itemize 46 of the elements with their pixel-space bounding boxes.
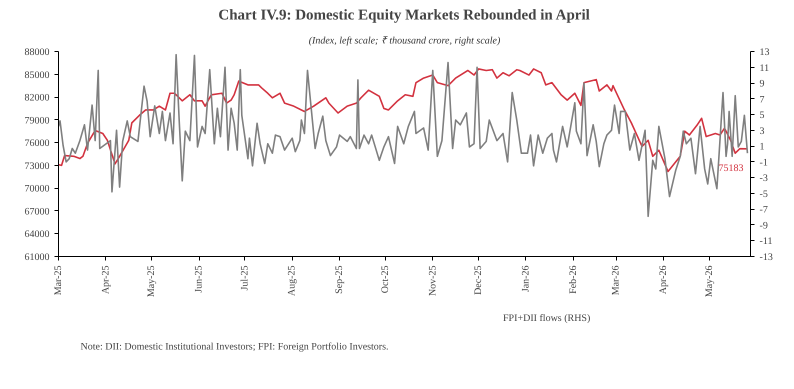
x-tick-label: Feb-26 — [568, 265, 579, 294]
y2-tick-label: 9 — [760, 78, 764, 90]
y-tick-label: 88000 — [24, 47, 50, 58]
y2-tick-label: 1 — [760, 142, 764, 153]
y2-tick-label: -3 — [760, 173, 768, 184]
y2-tick-label: -9 — [760, 220, 768, 232]
chart-title: Chart IV.9: Domestic Equity Markets Rebounded in April — [218, 8, 590, 24]
x-tick-label: Mar-26 — [610, 265, 622, 296]
x-tick-label: May-26 — [704, 265, 715, 298]
y-tick-label: 73000 — [24, 160, 50, 172]
y2-tick-label: 7 — [760, 94, 764, 106]
x-tick-label: Aug-25 — [286, 265, 298, 296]
x-tick-label: Mar-25 — [53, 265, 64, 296]
line-series — [58, 68, 748, 172]
x-tick-label: Jun-25 — [194, 265, 205, 293]
x-tick-label: Oct-25 — [380, 265, 391, 294]
x-tick-label: Sep-25 — [334, 265, 346, 294]
x-tick-label: May-25 — [146, 265, 158, 298]
y-tick-label: 67000 — [24, 206, 50, 218]
y2-tick-label: 11 — [760, 62, 770, 74]
y2-tick-label: -5 — [760, 188, 768, 200]
y2-tick-label: -13 — [760, 252, 773, 263]
y-tick-label: 61000 — [24, 252, 50, 263]
chart-subtitle: (Index, left scale; ₹ thousand crore, right scale) — [308, 36, 501, 46]
text: FPI+DII flows (RHS) — [503, 312, 590, 324]
y2-tick-label: -11 — [760, 236, 772, 248]
y-tick-label: 82000 — [24, 92, 50, 104]
x-tick-label: Nov-25 — [427, 265, 438, 296]
x-tick-label: Dec-25 — [473, 265, 484, 295]
x-tick-label: Apr-26 — [658, 265, 669, 294]
x-tick-label: Jan-26 — [520, 265, 532, 292]
y-tick-label: 70000 — [24, 184, 50, 195]
y-tick-label: 76000 — [24, 138, 50, 150]
y2-tick-label: 3 — [760, 126, 764, 137]
y-tick-label: 79000 — [24, 115, 50, 126]
y2-tick-label: 13 — [760, 47, 770, 58]
y-tick-label: 64000 — [24, 229, 50, 240]
x-tick-label: Apr-25 — [100, 265, 112, 294]
y2-tick-label: -1 — [760, 157, 768, 168]
y2-tick-label: 5 — [760, 110, 764, 122]
text: Note: DII: Domestic Institutional Investors; FPI: Foreign Portfolio Investors. — [80, 342, 389, 352]
x-tick-label: Jul-25 — [239, 266, 250, 290]
annotation: 75183 — [718, 162, 744, 174]
y-tick-label: 85000 — [24, 70, 50, 81]
y2-tick-label: -7 — [760, 204, 768, 216]
line-series — [58, 54, 748, 218]
